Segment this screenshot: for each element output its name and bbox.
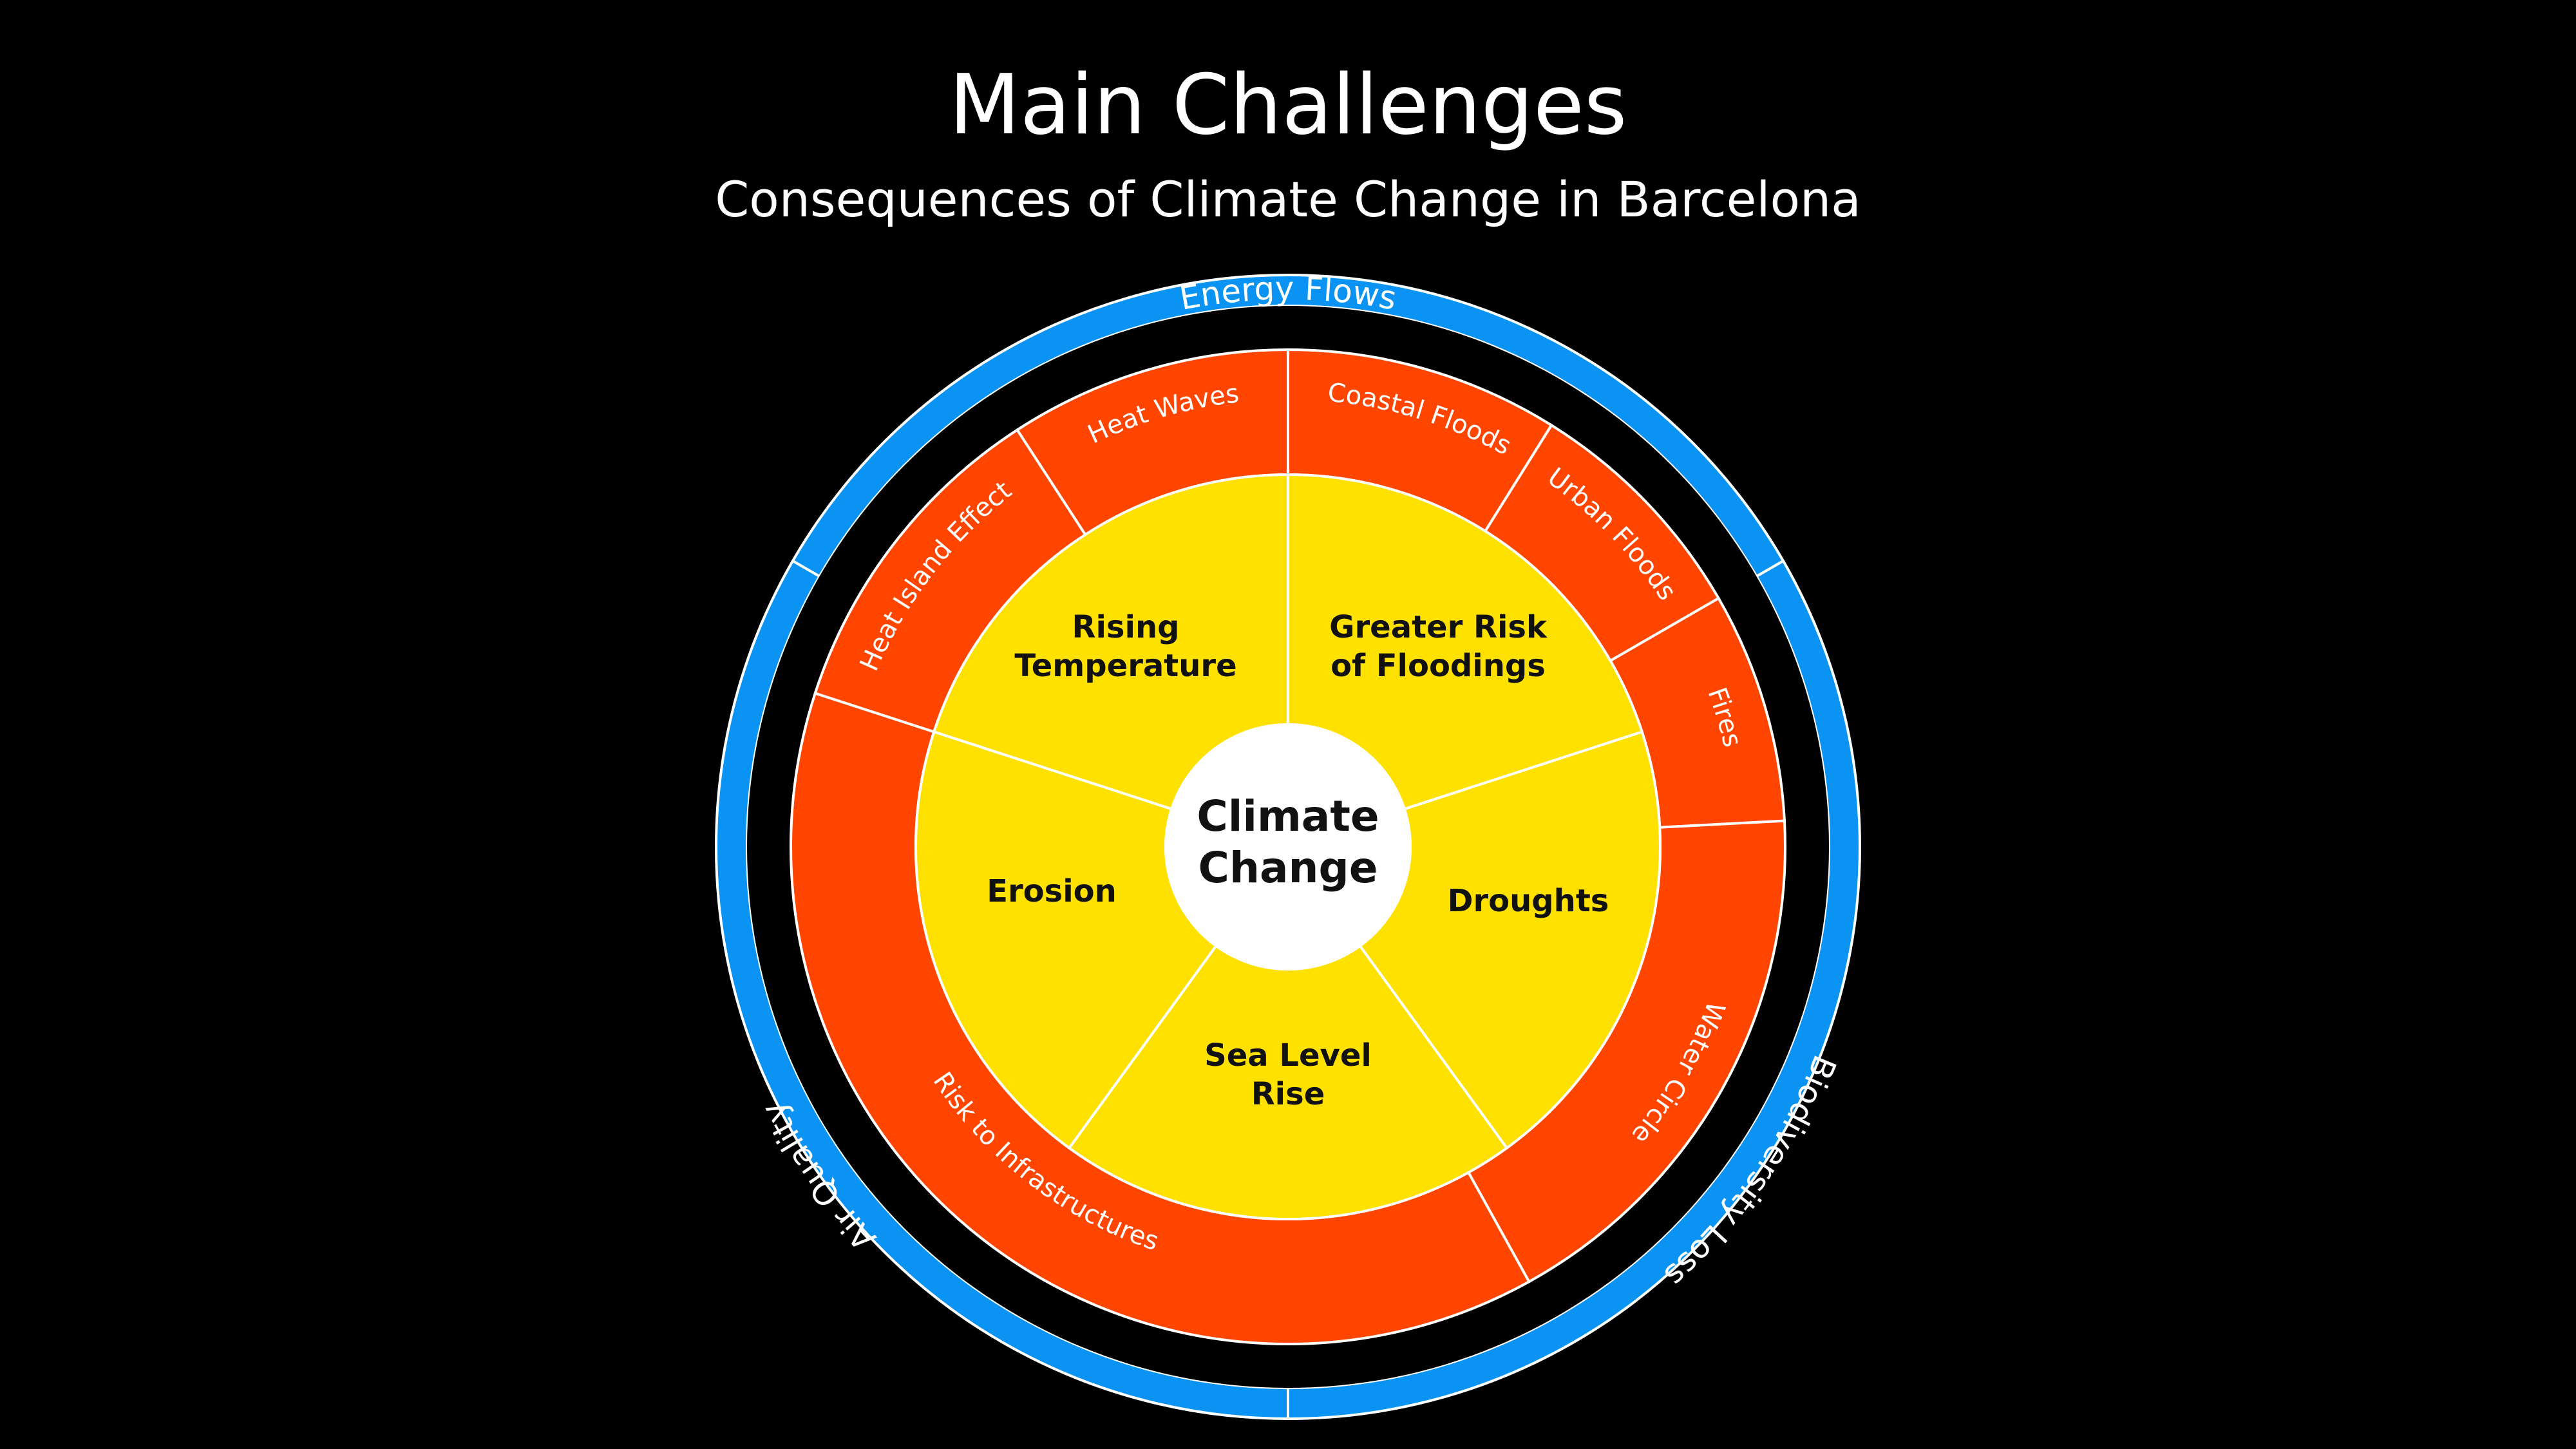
page-subtitle: Consequences of Climate Change in Barcel… bbox=[715, 171, 1861, 228]
inner-label-greater-risk-of-floodings: Greater Risk of Floodings bbox=[1329, 609, 1548, 684]
inner-label-rising-temperature: Rising Temperature bbox=[1014, 609, 1236, 684]
inner-labels: Rising Temperature Greater Risk of Floodin… bbox=[987, 609, 1609, 1112]
center-circle[interactable] bbox=[1164, 723, 1412, 971]
middle-ring bbox=[790, 348, 1786, 1346]
inner-label-erosion: Erosion bbox=[987, 873, 1117, 909]
page-title: Main Challenges bbox=[949, 57, 1627, 153]
inner-label-droughts: Droughts bbox=[1448, 883, 1609, 919]
inner-ring bbox=[914, 473, 1662, 1220]
inner-label-sea-level-rise: Sea Level Rise bbox=[1204, 1037, 1372, 1112]
center-label: Climate Change bbox=[1197, 791, 1379, 893]
